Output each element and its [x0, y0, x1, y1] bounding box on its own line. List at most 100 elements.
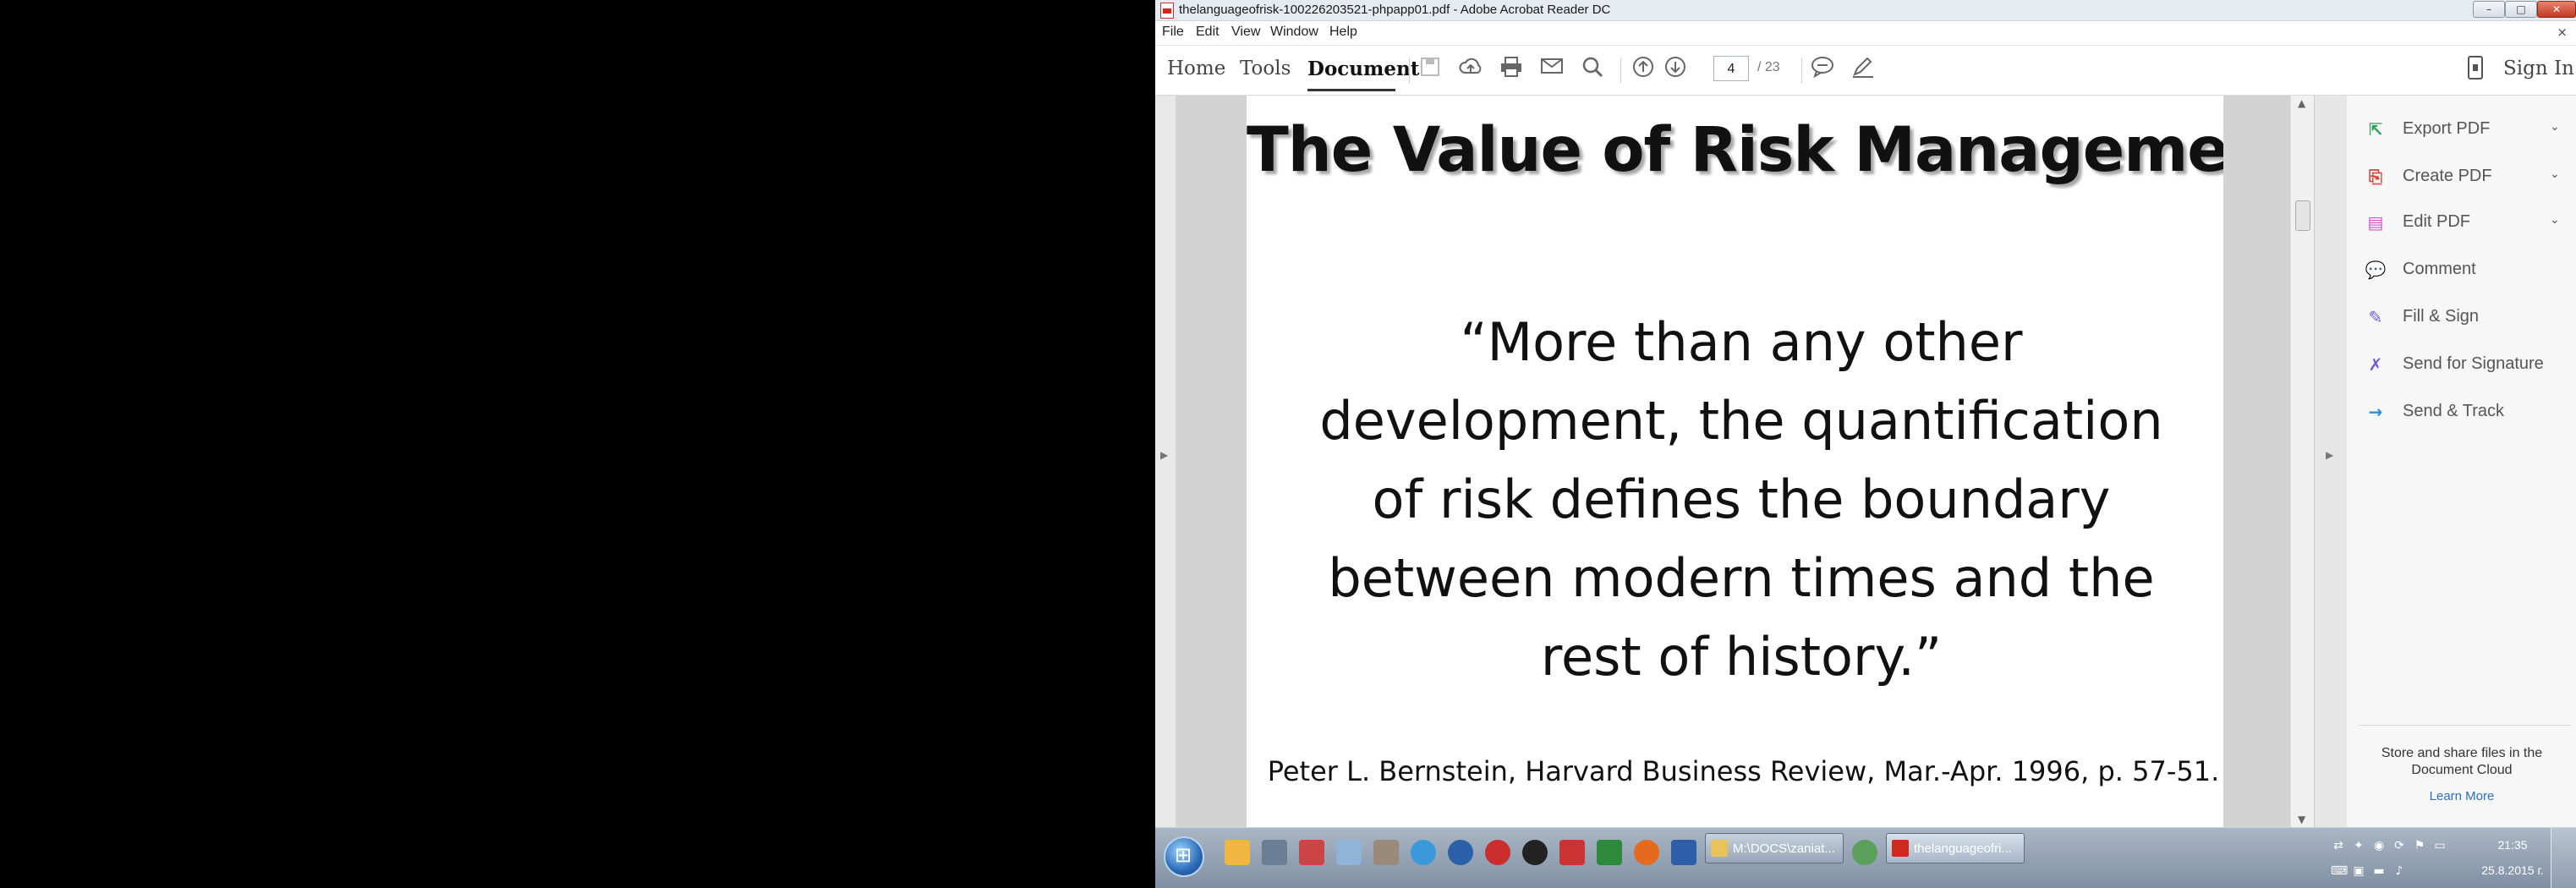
mobile-link-icon[interactable] [2468, 56, 2483, 79]
scroll-down-arrow-icon[interactable]: ▼ [2298, 814, 2306, 825]
chevron-down-icon[interactable]: ⌄ [2550, 213, 2560, 227]
toolbar-separator [1409, 58, 1410, 83]
task-label: thelanguageofri... [1914, 841, 2012, 856]
word-icon[interactable] [1671, 840, 1696, 865]
media-icon[interactable] [1522, 840, 1548, 865]
previous-page-icon[interactable] [1631, 56, 1656, 81]
chrome-icon[interactable] [1852, 840, 1877, 865]
collapse-right-pane-icon[interactable]: ▶ [2326, 449, 2334, 461]
chrome-tray-icon[interactable]: ◉ [2373, 839, 2385, 852]
folder-icon [1711, 840, 1728, 857]
internet-explorer-icon[interactable] [1411, 840, 1436, 865]
tab-tools[interactable]: Tools [1240, 58, 1291, 79]
pdf-app-icon[interactable] [1299, 840, 1324, 865]
search-icon[interactable] [1580, 56, 1605, 81]
comment-icon[interactable] [1810, 56, 1835, 81]
tool-label: Fill & Sign [2403, 307, 2480, 326]
toolbar-separator [1801, 58, 1802, 83]
tool-send-for-signature[interactable]: ✗ Send for Signature [2347, 346, 2576, 385]
task-label: M:\DOCS\zaniat... [1733, 841, 1835, 856]
scroll-thumb[interactable] [2295, 200, 2310, 231]
tool-label: Edit PDF [2403, 212, 2471, 231]
menu-edit[interactable]: Edit [1196, 25, 1219, 39]
tool-send-track[interactable]: → Send & Track [2347, 393, 2576, 432]
acrobat-window: thelanguageofrisk-100226203521-phpapp01.… [1155, 0, 2576, 888]
browser-icon[interactable] [1448, 840, 1473, 865]
tool-fill-sign[interactable]: ✎ Fill & Sign [2347, 299, 2576, 337]
opera-icon[interactable] [1485, 840, 1510, 865]
active-tab-indicator [1307, 89, 1395, 91]
taskbar-acrobat-window[interactable]: thelanguageofri... [1886, 833, 2025, 863]
start-button[interactable] [1164, 836, 1204, 877]
title-bar: thelanguageofrisk-100226203521-phpapp01.… [1155, 0, 2576, 21]
update-tray-icon[interactable]: ⟳ [2394, 839, 2404, 852]
scroll-up-arrow-icon[interactable]: ▲ [2298, 97, 2306, 109]
monitor-tray-icon[interactable]: ▬ [2373, 864, 2385, 878]
sign-in-button[interactable]: Sign In [2503, 58, 2574, 79]
tool-label: Send & Track [2403, 402, 2505, 420]
input-tray-icon[interactable]: ⌨ [2331, 864, 2349, 878]
excel-icon[interactable] [1597, 840, 1622, 865]
expand-left-pane-icon[interactable]: ▶ [1160, 449, 1169, 461]
device-tray-icon[interactable]: ▣ [2353, 864, 2365, 878]
close-window-button[interactable]: ✕ [2537, 1, 2576, 18]
close-document-icon[interactable]: × [2557, 25, 2568, 40]
clock-date[interactable]: 25.8.2015 г. [2481, 863, 2544, 877]
media-player-icon[interactable] [1225, 840, 1250, 865]
email-icon[interactable] [1539, 56, 1565, 81]
comment-bubble-icon: 💬 [2365, 260, 2387, 280]
flag-tray-icon[interactable]: ⚑ [2414, 839, 2425, 852]
vertical-scrollbar[interactable]: ▲ ▼ [2290, 96, 2315, 827]
file-tool-icon[interactable] [1336, 840, 1362, 865]
display-tray-icon[interactable]: ▭ [2434, 839, 2446, 852]
network-tool-icon[interactable] [1262, 840, 1287, 865]
page-total: / 23 [1757, 60, 1780, 74]
network-tray-icon[interactable]: ⇄ [2333, 839, 2343, 852]
menu-bar: File Edit View Window Help × [1155, 21, 2576, 46]
tool-label: Comment [2403, 260, 2476, 278]
create-pdf-icon: ⎘ [2369, 167, 2382, 187]
tools-pane: ⇱ Export PDF ⌄ ⎘ Create PDF ⌄ ▤ Edit PDF… [2347, 96, 2576, 827]
clock-time[interactable]: 21:35 [2497, 838, 2528, 852]
tool-edit-pdf[interactable]: ▤ Edit PDF ⌄ [2347, 204, 2576, 243]
document-viewer: ▶ The Value of Risk Management “More tha… [1155, 96, 2315, 827]
upload-icon[interactable] [1458, 56, 1483, 81]
minimize-button[interactable]: – [2473, 1, 2505, 18]
slide-quote: “More than any other development, the qu… [1319, 311, 2163, 688]
left-pane-collapse[interactable]: ▶ [1155, 96, 1176, 827]
menu-view[interactable]: View [1231, 25, 1261, 39]
chevron-down-icon[interactable]: ⌄ [2550, 120, 2560, 134]
utility-icon[interactable] [1373, 840, 1399, 865]
volume-tray-icon[interactable]: ♪ [2395, 864, 2403, 878]
document-cloud-text: Store and share files in the Document Cl… [2381, 746, 2543, 777]
tab-home[interactable]: Home [1167, 58, 1226, 79]
tool-export-pdf[interactable]: ⇱ Export PDF ⌄ [2347, 111, 2576, 150]
tool-create-pdf[interactable]: ⎘ Create PDF ⌄ [2347, 158, 2576, 197]
show-desktop-button[interactable] [2551, 828, 2576, 888]
tool-comment[interactable]: 💬 Comment [2347, 251, 2576, 290]
slide-title: The Value of Risk Management [1247, 114, 2223, 186]
save-icon[interactable] [1417, 56, 1443, 81]
chevron-down-icon[interactable]: ⌄ [2550, 167, 2560, 181]
tab-document[interactable]: Document [1307, 58, 1420, 80]
next-page-icon[interactable] [1663, 56, 1688, 81]
learn-more-link[interactable]: Learn More [2429, 789, 2495, 803]
maximize-button[interactable]: □ [2505, 1, 2537, 18]
send-signature-icon: ✗ [2368, 354, 2383, 375]
app-tray-icon[interactable]: ✦ [2354, 839, 2364, 852]
tool-icon[interactable] [1559, 840, 1585, 865]
right-pane-collapse[interactable]: ▶ [2314, 96, 2348, 827]
taskbar-explorer-window[interactable]: M:\DOCS\zaniat... [1705, 833, 1844, 863]
toolbar-separator [1620, 58, 1621, 83]
pen-icon[interactable] [1850, 56, 1876, 81]
menu-file[interactable]: File [1162, 25, 1184, 39]
toolbar: Home Tools Document 4 / 23 [1155, 46, 2576, 96]
tool-label: Send for Signature [2403, 354, 2544, 373]
page-number-input[interactable]: 4 [1713, 56, 1749, 81]
menu-help[interactable]: Help [1329, 25, 1357, 39]
menu-window[interactable]: Window [1270, 25, 1318, 39]
print-icon[interactable] [1499, 56, 1524, 81]
pdf-page: The Value of Risk Management “More than … [1247, 96, 2223, 827]
divider [2359, 725, 2570, 726]
firefox-icon[interactable] [1634, 840, 1659, 865]
